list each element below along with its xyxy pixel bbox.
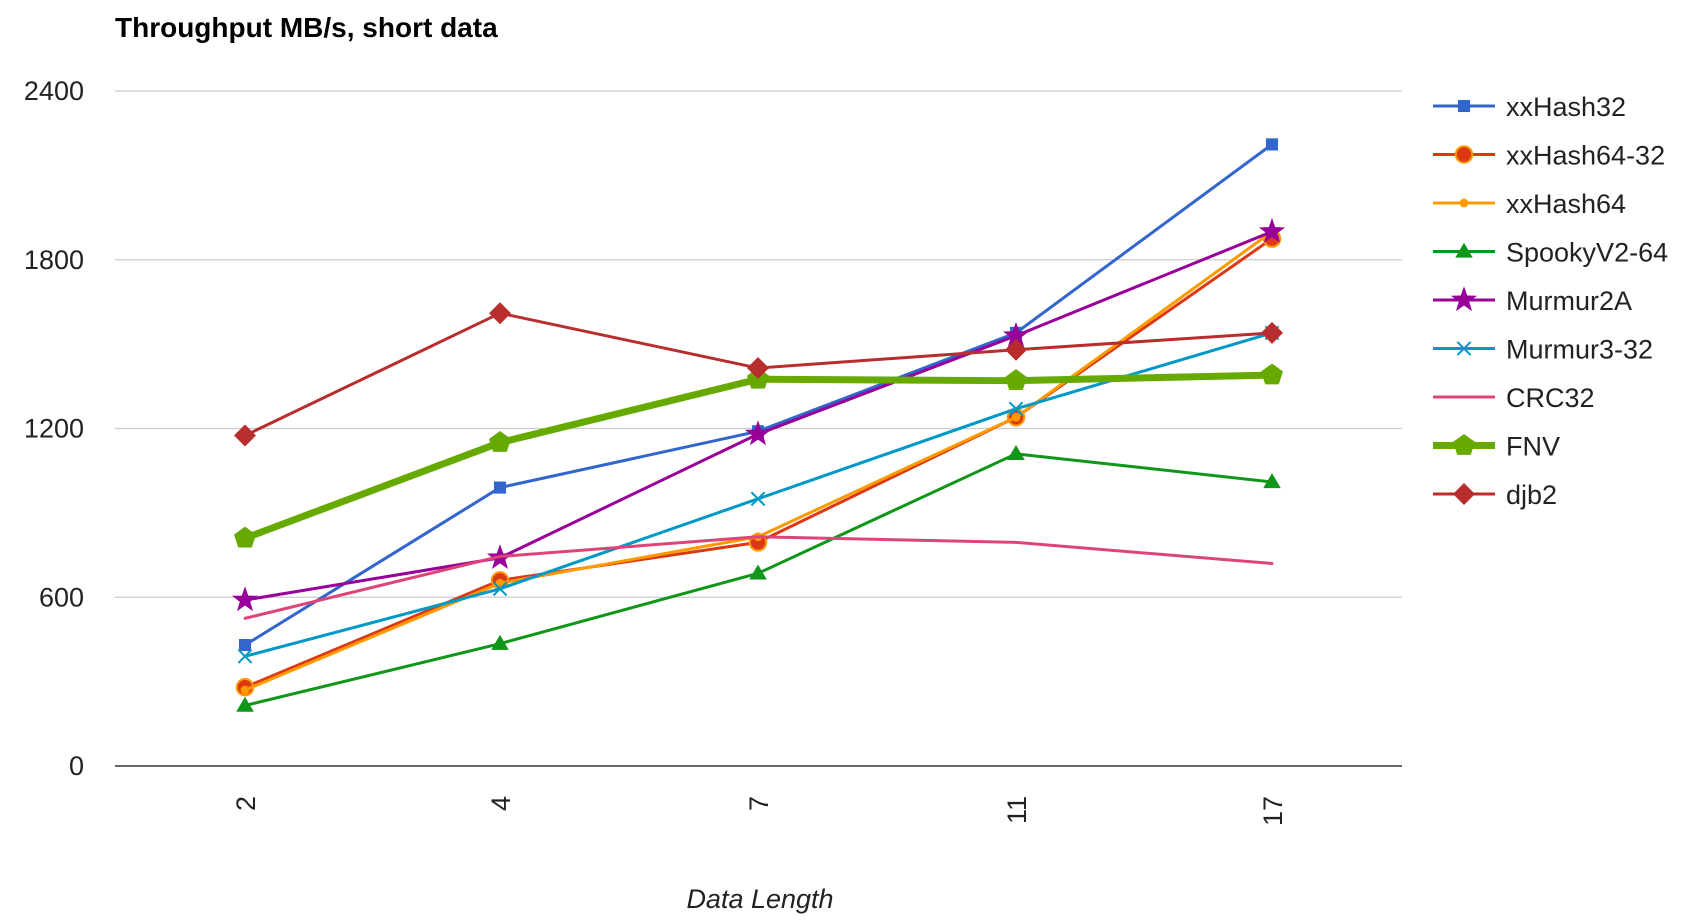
data-point bbox=[491, 634, 509, 650]
legend-item: xxHash64 bbox=[1433, 189, 1626, 219]
x-tick-label: 11 bbox=[1002, 796, 1032, 824]
legend-marker bbox=[1454, 145, 1474, 164]
legend-item: Murmur2A bbox=[1433, 286, 1632, 316]
legend-marker bbox=[1455, 242, 1473, 258]
x-tick-label: 4 bbox=[486, 796, 516, 811]
data-point bbox=[1258, 217, 1286, 243]
series-spookyv2-64 bbox=[236, 445, 1281, 712]
x-axis-title: Data Length bbox=[686, 884, 833, 914]
legend-item: xxHash64-32 bbox=[1433, 141, 1665, 171]
plot-area bbox=[231, 138, 1286, 712]
legend-label: Murmur3-32 bbox=[1506, 335, 1653, 365]
data-point bbox=[1011, 412, 1021, 422]
series-djb2 bbox=[234, 302, 1283, 447]
data-point bbox=[238, 639, 252, 652]
y-tick-label: 2400 bbox=[24, 76, 84, 106]
legend-label: CRC32 bbox=[1506, 383, 1595, 413]
x-axis: 2 4 7 11 17 bbox=[231, 796, 1288, 826]
legend-label: Murmur2A bbox=[1506, 286, 1632, 316]
legend-marker bbox=[1457, 99, 1471, 113]
y-axis: 0 600 1200 1800 2400 bbox=[24, 76, 84, 781]
legend-marker bbox=[1453, 483, 1475, 505]
chart-title: Throughput MB/s, short data bbox=[115, 12, 498, 43]
legend-label: FNV bbox=[1506, 432, 1560, 462]
y-tick-label: 1800 bbox=[24, 245, 84, 275]
y-tick-label: 1200 bbox=[24, 414, 84, 444]
data-point bbox=[1005, 338, 1027, 361]
data-point bbox=[237, 649, 253, 664]
series-line bbox=[243, 535, 1274, 620]
legend-marker bbox=[1456, 341, 1472, 356]
data-point bbox=[1008, 401, 1024, 417]
data-point bbox=[1263, 473, 1281, 489]
series-line bbox=[241, 371, 1276, 542]
legend-label: xxHash32 bbox=[1506, 92, 1626, 122]
series-line bbox=[243, 237, 1274, 689]
data-point bbox=[744, 420, 772, 446]
legend-label: SpookyV2-64 bbox=[1506, 238, 1668, 268]
data-point bbox=[234, 526, 256, 548]
y-tick-label: 0 bbox=[69, 751, 84, 781]
x-tick-label: 7 bbox=[744, 796, 774, 811]
legend-item: djb2 bbox=[1433, 480, 1557, 510]
data-point bbox=[240, 685, 250, 695]
legend-item: xxHash32 bbox=[1433, 92, 1626, 122]
y-tick-label: 600 bbox=[39, 582, 84, 612]
data-point bbox=[747, 357, 769, 380]
legend-item: SpookyV2-64 bbox=[1433, 238, 1668, 268]
legend: xxHash32 xxHash64-32 xxHash64 SpookyV2-64 Mu… bbox=[1433, 92, 1668, 510]
legend-label: djb2 bbox=[1506, 480, 1557, 510]
legend-label: xxHash64 bbox=[1506, 189, 1626, 219]
data-point bbox=[493, 481, 507, 494]
x-tick-label: 2 bbox=[231, 796, 261, 811]
legend-marker bbox=[1453, 433, 1475, 455]
data-point bbox=[234, 424, 256, 447]
legend-marker bbox=[1450, 286, 1478, 312]
data-point bbox=[749, 564, 767, 580]
data-point bbox=[489, 431, 511, 452]
legend-item: FNV bbox=[1433, 432, 1560, 462]
data-point bbox=[1261, 321, 1283, 344]
data-point bbox=[1002, 321, 1030, 347]
data-point bbox=[492, 581, 508, 597]
legend-item: Murmur3-32 bbox=[1433, 335, 1653, 365]
series-crc32 bbox=[243, 535, 1274, 620]
data-point bbox=[236, 696, 254, 712]
legend-label: xxHash64-32 bbox=[1506, 141, 1665, 171]
data-point bbox=[1265, 138, 1279, 151]
data-point bbox=[750, 491, 766, 507]
data-point bbox=[231, 586, 259, 612]
data-point bbox=[1005, 369, 1027, 391]
data-point bbox=[1261, 363, 1283, 385]
legend-marker bbox=[1459, 198, 1469, 208]
data-point bbox=[489, 302, 511, 325]
series-xxhash64-32 bbox=[235, 229, 1282, 697]
x-tick-label: 17 bbox=[1258, 796, 1288, 826]
series-fnv bbox=[234, 363, 1283, 548]
data-point bbox=[1007, 445, 1025, 460]
legend-item: CRC32 bbox=[1433, 383, 1595, 413]
